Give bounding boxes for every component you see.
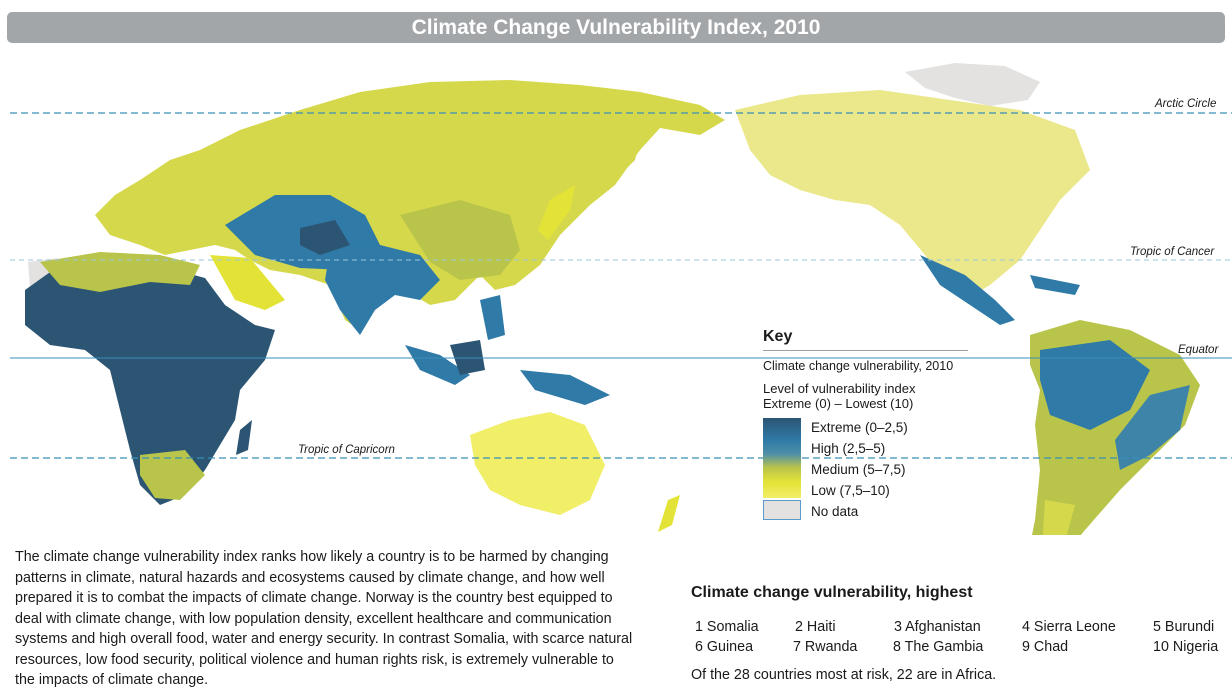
map-key: Key Climate change vulnerability, 2010 L… [763, 328, 973, 520]
rank-item: 5 Burundi [1153, 619, 1215, 635]
africa-region [25, 260, 275, 505]
south-asia-high-region [325, 245, 440, 335]
key-subtitle: Climate change vulnerability, 2010 [763, 359, 954, 373]
madagascar-region [236, 420, 252, 455]
north-africa-medium-region [40, 252, 200, 292]
key-nodata-swatch [763, 500, 801, 520]
rank-item: 6 Guinea [695, 639, 754, 655]
map-title: Climate Change Vulnerability Index, 2010 [7, 12, 1225, 43]
rank-item: 9 Chad [1022, 639, 1069, 655]
japan-region [538, 185, 575, 240]
patagonia-region [1042, 500, 1075, 535]
key-description: Level of vulnerability index Extreme (0)… [763, 381, 973, 411]
arabia-low-region [210, 255, 285, 310]
kamchatka-region [620, 120, 645, 175]
caribbean-region [1030, 275, 1080, 295]
amazon-high-region [1040, 340, 1150, 430]
brazil-east-high-region [1115, 385, 1190, 470]
australia-region [470, 412, 605, 515]
rank-item: 4 Sierra Leone [1022, 619, 1116, 635]
key-description-line2: Extreme (0) – Lowest (10) [763, 396, 914, 411]
afghanistan-extreme-region [300, 220, 350, 255]
key-level-nodata: No data [811, 504, 859, 519]
rank-item: 3 Afghanistan [894, 619, 981, 635]
tropic-of-cancer-label: Tropic of Cancer [1130, 246, 1215, 258]
highest-title: Climate change vulnerability, highest [691, 584, 973, 601]
southern-africa-medium-region [140, 450, 205, 500]
north-america-region [735, 90, 1090, 300]
tropic-of-capricorn-label: Tropic of Capricorn [298, 444, 395, 456]
new-guinea-region [520, 370, 610, 405]
world-map [10, 63, 1232, 535]
rank-item: 1 Somalia [695, 619, 759, 635]
mexico-region [920, 255, 1015, 325]
rank-item: 10 Nigeria [1153, 639, 1219, 655]
key-level-low: Low (7,5–10) [811, 483, 890, 498]
key-description-line1: Level of vulnerability index [763, 381, 916, 396]
key-heading: Key [763, 328, 968, 351]
arctic-circle-label: Arctic Circle [1155, 98, 1217, 110]
key-level-high: High (2,5–5) [811, 441, 886, 456]
description-text: The climate change vulnerability index r… [15, 549, 633, 688]
eurasia-region [95, 80, 725, 330]
indonesia-region [405, 345, 470, 385]
philippines-region [480, 295, 505, 340]
africa-note: Of the 28 countries most at risk, 22 are… [691, 667, 997, 683]
rank-item: 7 Rwanda [793, 639, 858, 655]
key-level-medium: Medium (5–7,5) [811, 462, 906, 477]
equator-label: Equator [1178, 344, 1219, 356]
greenland-region [905, 63, 1040, 106]
rank-item: 2 Haiti [795, 619, 836, 635]
key-level-extreme: Extreme (0–2,5) [811, 420, 908, 435]
rank-item: 8 The Gambia [893, 639, 984, 655]
new-zealand-region [658, 495, 680, 532]
key-color-ramp [763, 418, 801, 498]
